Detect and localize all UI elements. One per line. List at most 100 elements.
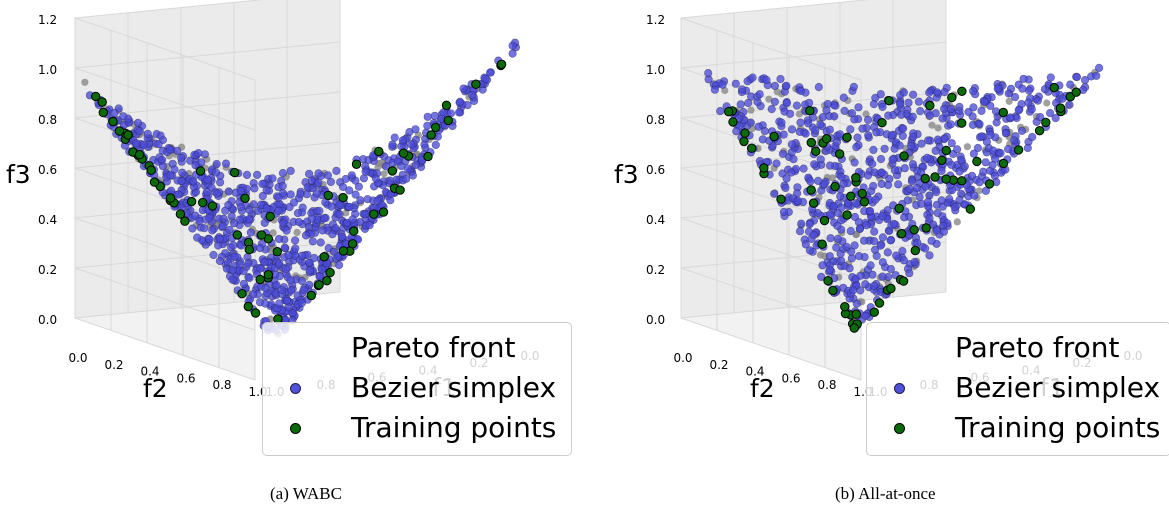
bezier-simplex-point [782,174,791,183]
bezier-simplex-point [840,106,849,115]
training-point [805,106,815,116]
bezier-simplex-point [839,93,848,102]
legend-entry: Bezier simplex [263,369,571,407]
bezier-simplex-point [248,290,258,299]
bezier-simplex-point [921,244,930,253]
bezier-simplex-point [1014,106,1023,115]
bezier-simplex-point [225,225,234,234]
bezier-simplex-point [861,280,870,289]
training-point [1013,145,1024,155]
training-point [874,298,885,308]
y-tick-label: 0.0 [68,351,87,365]
training-point [91,91,101,102]
bezier-simplex-point [940,87,949,97]
pareto-front-point [963,143,971,151]
bezier-simplex-point [829,202,838,211]
bezier-simplex-point [810,160,819,169]
bezier-simplex-point [339,182,348,192]
bezier-simplex-point [778,149,787,158]
y-axis-label: f2 [750,374,775,403]
bezier-simplex-point [787,148,796,157]
training-point [739,136,749,147]
bezier-simplex-point [904,98,913,107]
bezier-simplex-point [315,206,324,216]
bezier-simplex-point [754,122,763,131]
bezier-simplex-point [154,140,163,149]
bezier-simplex-point [468,91,477,100]
bezier-simplex-point [866,261,875,270]
training-point [830,181,840,192]
bezier-simplex-point [830,112,839,121]
bezier-simplex-point [359,174,369,183]
training-point [998,107,1008,118]
data-points [704,63,1104,333]
bezier-simplex-point [221,159,231,168]
bezier-simplex-point [871,195,880,204]
z-tick-label: 1.2 [38,13,57,27]
bezier-simplex-point [420,140,429,149]
training-point [884,96,894,106]
bezier-simplex-point [287,286,296,295]
bezier-simplex-point [284,303,293,312]
bezier-simplex-point [1006,113,1015,122]
pareto-front-point [934,124,942,132]
training-point [207,201,218,211]
bezier-simplex-point [189,177,198,186]
training-point [114,126,125,136]
bezier-simplex-point [229,241,238,250]
bezier-simplex-point [900,164,909,173]
bezier-simplex-point [361,167,370,176]
training-point [98,107,109,118]
bezier-simplex-point [967,171,977,180]
training-point [272,247,282,257]
bezier-simplex-point [261,299,270,308]
bezier-simplex-point [846,125,855,134]
bezier-simplex-point [227,212,236,221]
bezier-simplex-point [770,81,779,90]
chart-caption: (b) All-at-once [835,484,936,503]
training-point [134,150,145,160]
legend-label: Bezier simplex [351,371,557,404]
bezier-simplex-point [913,238,922,247]
bezier-simplex-point [235,215,244,224]
bezier-simplex-point [820,179,829,188]
bezier-simplex-point [256,264,265,273]
bezier-simplex-point [347,171,356,180]
training-point [338,192,348,203]
bezier-simplex-point [787,125,797,134]
bezier-simplex-point [822,106,831,115]
bezier-simplex-point [946,120,955,129]
bezier-simplex-point [847,109,857,118]
training-point [835,149,845,159]
bezier-simplex-point [805,98,814,107]
pareto-front-point [1043,99,1051,107]
bezier-simplex-point [365,221,374,230]
bezier-simplex-point [732,127,741,136]
bezier-simplex-point [932,188,941,197]
legend-entry: Pareto front [263,329,571,367]
bezier-simplex-point [214,241,223,250]
bezier-simplex-point [975,119,984,129]
training-point [431,122,441,133]
training-point [921,223,931,233]
bezier-simplex-point [925,251,934,260]
bezier-simplex-point [796,86,806,95]
pareto-front-point [765,95,773,103]
bezier-simplex-point [969,87,978,96]
bezier-simplex-point [854,218,864,227]
training-point [886,283,896,294]
bezier-simplex-point [896,100,905,109]
bezier-simplex-point [186,156,195,165]
bezier-simplex-point [275,259,284,268]
bezier-simplex-point [423,121,432,130]
bezier-simplex-point [969,103,978,112]
bezier-simplex-point [955,167,964,176]
bezier-simplex-point [328,230,337,239]
bezier-simplex-point [305,266,314,275]
training-point [1071,87,1081,97]
bezier-simplex-point [1065,100,1074,109]
bezier-simplex-point [1046,73,1055,82]
training-point [859,197,870,207]
bezier-simplex-point [910,257,919,267]
bezier-simplex-point [957,155,966,164]
